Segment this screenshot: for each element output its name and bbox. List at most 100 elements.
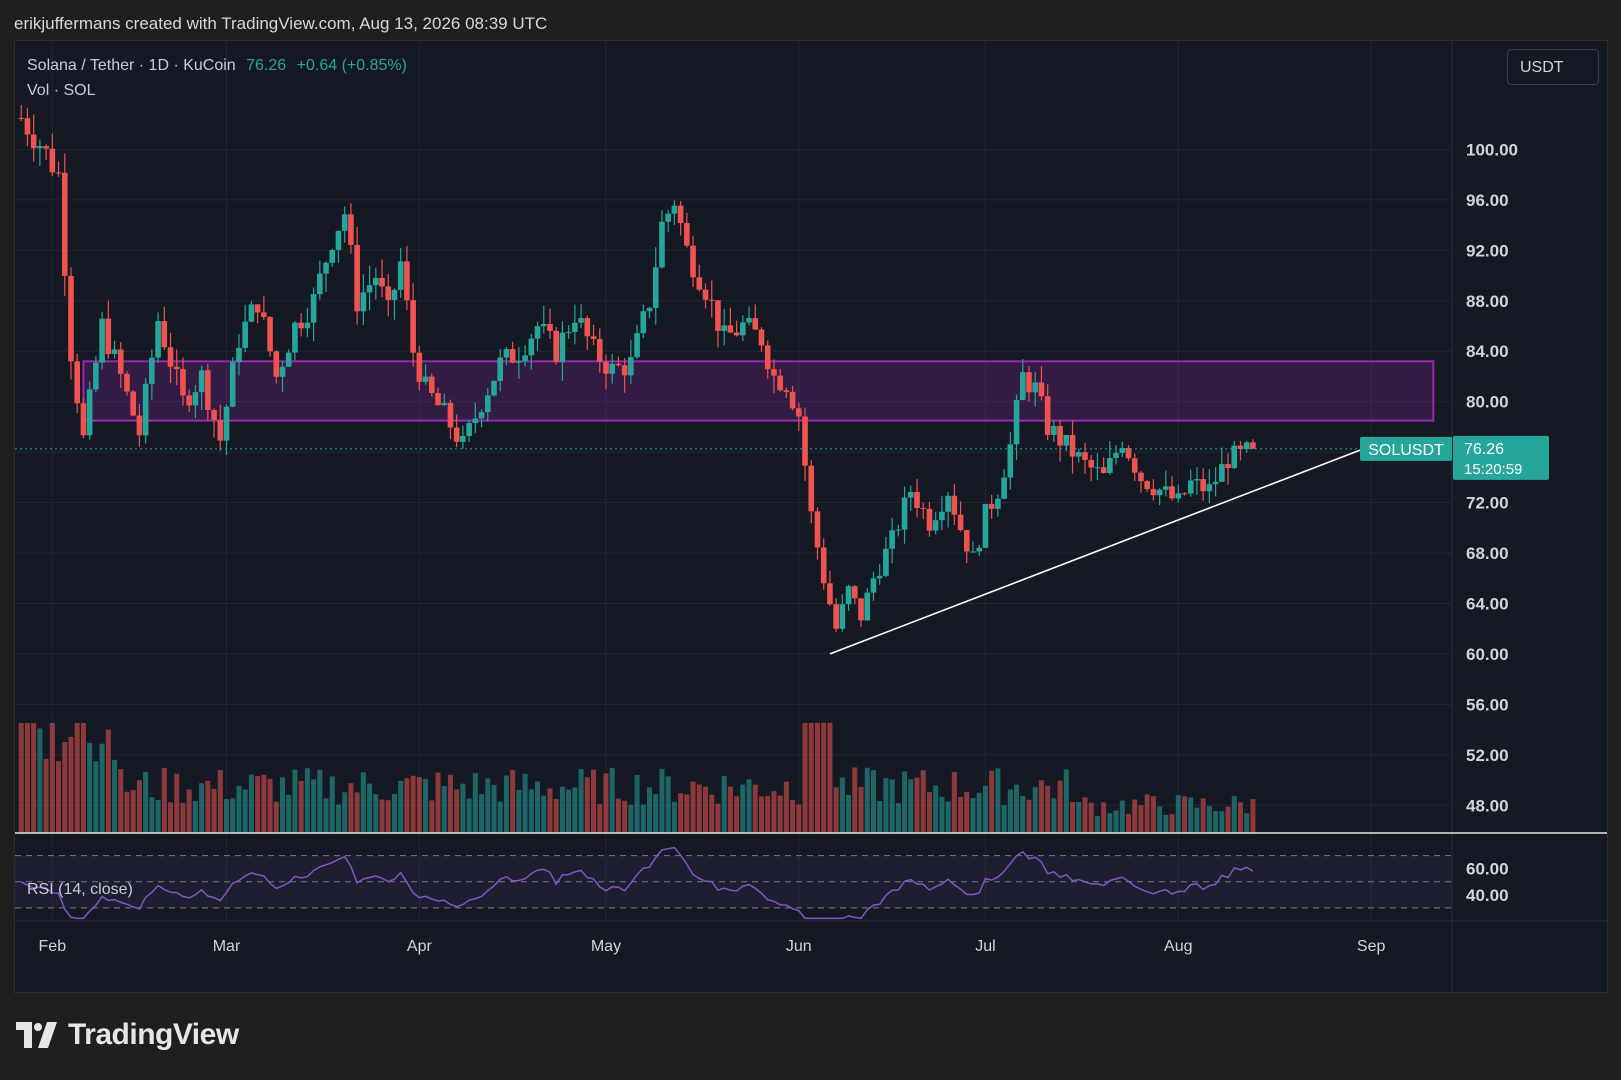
candle-body [1113,452,1119,458]
symbol-legend[interactable]: Solana / Tether · 1D · KuCoin 76.26 +0.6… [27,57,413,75]
candle-body [914,491,920,508]
volume-bar [1213,811,1219,833]
y-tick-label: 96.00 [1466,191,1509,210]
candle-body [970,551,976,553]
candle-body [223,406,230,441]
candle-body [976,547,983,552]
volume-bar [279,777,285,833]
candle-body [659,221,665,268]
volume-bar [143,771,149,833]
volume-bar [839,777,845,833]
candle [223,404,230,455]
volume-bar [118,769,124,833]
price-chart[interactable]: Feb Mar Apr May Jun Jul Aug Sep 100.00 96.00 92.00… [15,41,1607,992]
candle [130,389,136,417]
candle [1138,470,1144,493]
volume-bar [87,742,93,833]
y-tick-label: 68.00 [1466,544,1509,563]
candle [963,529,970,564]
candle [702,283,709,309]
candle-body [1088,459,1094,468]
candle [839,594,846,632]
volume-legend[interactable]: Vol · SOL [27,82,96,99]
volume-bar [298,780,304,833]
candle [621,358,628,393]
currency-button[interactable]: USDT [1507,49,1599,85]
candle [55,161,62,177]
ticker-symbol-tag [1360,436,1452,461]
volume-bar [155,799,161,833]
candle [1200,468,1206,501]
volume-bar [18,723,24,833]
volume-bar [460,783,466,833]
candle-body [1150,489,1157,496]
volume-bar [398,780,404,833]
price-tag-value: 76.26 [1464,441,1504,458]
candle-body [889,530,895,549]
candle-body [1119,448,1126,453]
candle [285,349,292,367]
candle-body [982,504,989,548]
volume-bar [908,779,914,833]
candle [273,350,280,384]
candle [914,478,920,518]
candle-body [1038,382,1045,397]
volume-bar [105,729,111,833]
candle [335,230,342,263]
candle [410,283,416,367]
candle-body [920,507,927,509]
candle-body [341,214,348,231]
volume-bar [989,770,995,833]
candle [279,361,286,392]
volume-bar [771,791,777,833]
candle-body [628,357,634,376]
candle-body [565,332,572,334]
candle-body [180,369,186,396]
volume-bar [1231,796,1237,833]
candle-body [1144,481,1150,490]
candle-body [173,366,180,370]
x-tick-label: Mar [213,938,241,955]
volume-bar [1244,813,1250,833]
volume-bar [889,779,895,833]
candle [491,380,497,397]
volume-bar [429,800,435,833]
candle [180,357,186,406]
volume-bar [74,723,80,833]
candle-body [267,317,273,352]
tradingview-logo: TradingView [16,1018,239,1052]
candle-body [1063,434,1070,446]
candle [988,494,995,519]
rsi-legend[interactable]: RSI (14, close) [27,881,133,898]
volume-bar [721,775,727,833]
volume-bar [951,771,957,833]
candle [995,494,1001,517]
candle-body [298,322,304,329]
volume-bar [1076,801,1082,833]
x-tick-label: May [591,938,621,955]
volume-bar [1057,780,1063,833]
candle [764,340,771,379]
volume-bar [261,774,267,833]
volume-bar [311,779,317,833]
candle-body [61,172,68,276]
candle [1225,453,1231,485]
candle [976,544,983,557]
candle [516,347,522,379]
y-tick-label: 88.00 [1466,292,1509,311]
candle-body [771,369,777,376]
volume-bar [808,723,814,833]
candle [161,306,168,350]
volume-bar [379,799,385,833]
candle [603,354,609,390]
resistance-zone [82,360,1435,422]
volume-bar [541,795,547,833]
candle-body [1156,489,1163,496]
candle-body [236,347,242,362]
candle-body [74,361,81,404]
candle-body [864,592,871,621]
volume-bar [354,792,360,833]
candle-body [746,318,752,323]
chart-frame[interactable]: Feb Mar Apr May Jun Jul Aug Sep 100.00 96.00 92.00… [14,40,1608,993]
candle [1237,440,1244,461]
